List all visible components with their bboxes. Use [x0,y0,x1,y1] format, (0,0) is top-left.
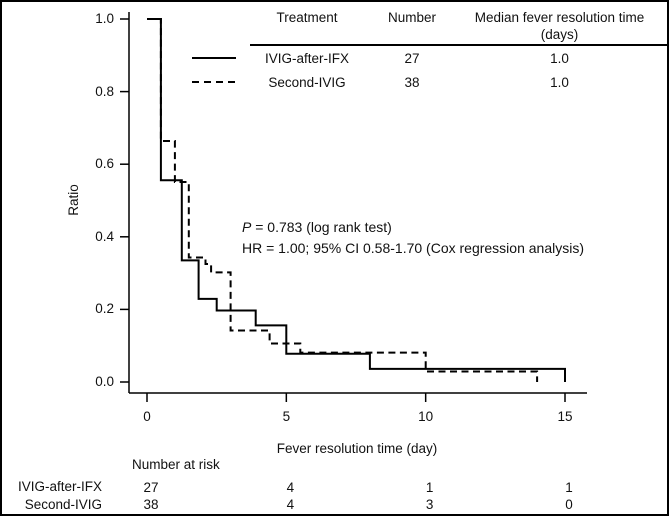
legend-dashed-line-sample [192,81,236,83]
legend-row-treatment: IVIG-after-IFX [264,51,349,66]
legend-solid-line-sample [192,57,236,59]
hazard-ratio-annotation: HR = 1.00; 95% CI 0.58-1.70 (Cox regress… [242,240,584,256]
legend-row-median: 1.0 [550,51,569,66]
y-tick-label: 0.4 [95,228,114,244]
risk-count: 1 [565,480,573,495]
risk-count: 4 [286,497,295,512]
risk-count: 3 [425,497,434,512]
legend-header-median: Median fever resolution time [474,10,645,25]
p-value-annotation: P = 0.783 (log rank test) [242,219,392,235]
y-tick-label: 0.8 [95,83,114,99]
p-symbol: P [242,219,252,235]
legend-row-number: 38 [404,75,420,90]
risk-count: 0 [565,497,573,512]
risk-row-label: Second-IVIG [24,497,102,512]
risk-count: 38 [143,497,159,512]
x-tick-label: 0 [143,409,151,424]
y-tick-label: 0.2 [95,301,114,317]
y-tick-label: 1.0 [95,11,114,26]
legend-row-median: 1.0 [550,75,569,90]
legend-header-treatment: Treatment [276,10,338,25]
risk-table-title: Number at risk [132,457,220,472]
x-tick-label: 15 [557,409,573,424]
curve-ivig-after-ifx [147,18,566,382]
p-value-text: = 0.783 (log rank test) [251,219,392,235]
y-tick-label: 0.6 [95,156,114,172]
legend-row-treatment: Second-IVIG [268,75,346,90]
x-tick-label: 5 [282,409,291,424]
legend-table-rule [250,44,667,46]
risk-row-label: IVIG-after-IFX [17,479,102,494]
x-tick-label: 10 [418,409,434,424]
legend-header-number: Number [387,10,436,25]
legend-header-median-units: (days) [540,27,579,42]
risk-count: 27 [143,480,159,495]
risk-count: 4 [286,480,295,495]
risk-count: 1 [425,480,434,495]
x-axis-title: Fever resolution time (day) [276,441,438,456]
y-tick-label: 0.0 [95,374,114,389]
y-axis-title: Ratio [66,184,81,216]
curve-second-ivig [147,18,539,382]
legend-row-number: 27 [404,51,420,66]
